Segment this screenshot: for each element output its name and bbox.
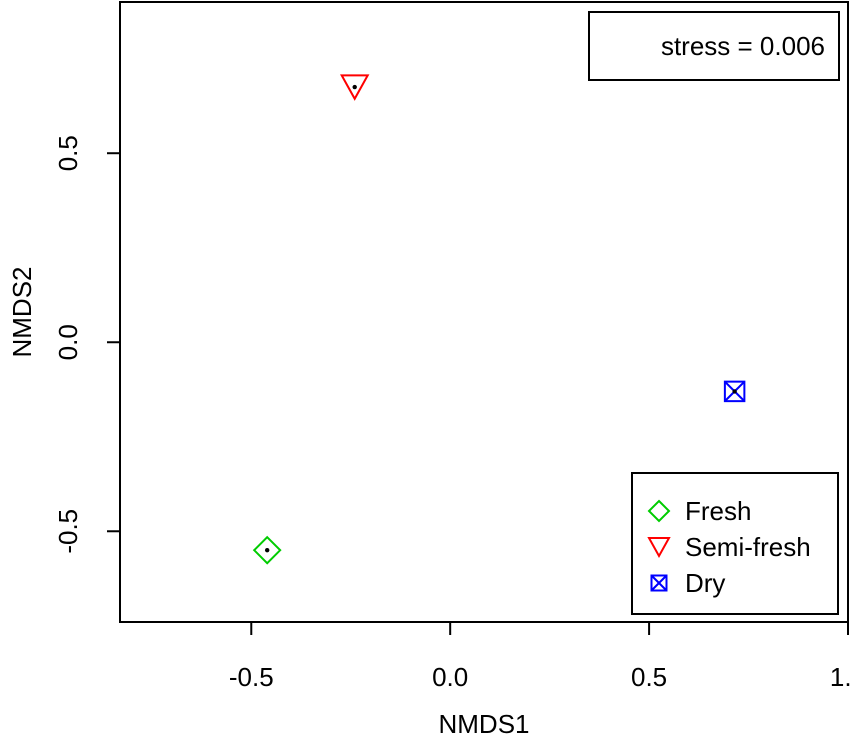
legend-label-dry: Dry: [685, 568, 725, 598]
legend-marker-dry: [650, 574, 668, 592]
y-tick-label: 0.0: [53, 324, 83, 360]
x-axis-label: NMDS1: [438, 709, 529, 739]
x-tick-label: 0.5: [631, 662, 667, 692]
stress-annotation: stress = 0.006: [588, 11, 840, 81]
stress-annotation-box: [588, 11, 840, 81]
legend-label-semi-fresh: Semi-fresh: [685, 532, 811, 562]
point-semi-fresh: [340, 74, 370, 101]
data-points: [252, 74, 746, 565]
stress-annotation-text: stress = 0.006: [661, 31, 825, 61]
y-axis: -0.5 0.0 0.5: [53, 135, 121, 554]
y-axis-label: NMDS2: [7, 266, 37, 357]
point-dry: [723, 380, 746, 403]
y-tick-label: 0.5: [53, 135, 83, 171]
legend: Fresh Semi-fresh Dry: [631, 472, 839, 615]
legend-marker-semi-fresh: [647, 537, 671, 559]
legend-marker-fresh: [647, 499, 671, 523]
legend-label-fresh: Fresh: [685, 496, 751, 526]
x-tick-label: -0.5: [229, 662, 274, 692]
x-axis: -0.5 0.0 0.5 1.0: [229, 621, 850, 692]
point-fresh: [252, 535, 282, 565]
y-tick-label: -0.5: [53, 509, 83, 554]
x-tick-label: 0.0: [432, 662, 468, 692]
x-tick-label: 1.0: [830, 662, 850, 692]
